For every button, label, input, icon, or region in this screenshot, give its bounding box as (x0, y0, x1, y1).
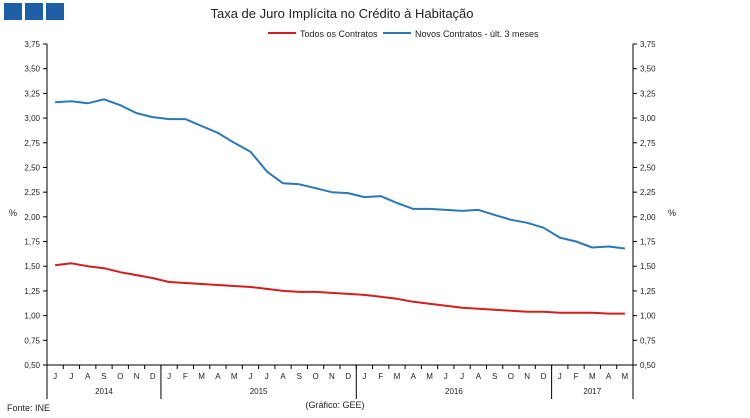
y-tick-label-right: 2,75 (640, 139, 656, 148)
y-tick-label-right: 2,50 (640, 163, 656, 172)
x-tick-label: N (524, 372, 530, 381)
x-tick-label: J (362, 372, 366, 381)
x-tick-label: M (589, 372, 596, 381)
y-tick-label-left: 0,50 (24, 361, 40, 370)
x-tick-label: D (541, 372, 547, 381)
year-label: 2016 (445, 387, 463, 396)
y-tick-label-right: 1,75 (640, 238, 656, 247)
y-tick-label-right: 3,50 (640, 65, 656, 74)
y-tick-label-right: 0,50 (640, 361, 656, 370)
x-tick-label: M (426, 372, 433, 381)
y-tick-label-right: 0,75 (640, 336, 656, 345)
x-tick-label: M (198, 372, 205, 381)
y-axis-label-left: % (9, 208, 17, 218)
y-tick-label-left: 2,50 (24, 163, 40, 172)
y-tick-label-left: 3,75 (24, 40, 40, 49)
y-tick-label-right: 2,25 (640, 188, 656, 197)
series-line-total (54, 262, 625, 315)
x-tick-label: J (53, 372, 57, 381)
y-tick-label-left: 1,50 (24, 262, 40, 271)
logo-block (46, 3, 64, 20)
year-label: 2014 (95, 387, 113, 396)
x-tick-label: D (150, 372, 156, 381)
y-tick-label-left: 1,75 (24, 238, 40, 247)
logo (4, 3, 64, 20)
y-tick-label-left: 3,50 (24, 65, 40, 74)
y-tick-label-right: 3,75 (640, 40, 656, 49)
x-tick-label: O (312, 372, 318, 381)
logo-block (25, 3, 43, 20)
legend-label-new: Novos Contratos - últ. 3 meses (415, 29, 539, 39)
y-tick-label-left: 3,00 (24, 114, 40, 123)
y-tick-label-right: 1,00 (640, 312, 656, 321)
x-tick-label: O (117, 372, 123, 381)
source-note: Fonte: INE (7, 403, 50, 413)
x-tick-label: J (558, 372, 562, 381)
x-tick-label: M (622, 372, 629, 381)
y-axis-label-right: % (668, 208, 676, 218)
x-tick-label: D (345, 372, 351, 381)
y-tick-label-left: 1,00 (24, 312, 40, 321)
x-tick-label: J (444, 372, 448, 381)
logo-block (4, 3, 22, 20)
x-tick-label: S (297, 372, 302, 381)
year-label: 2017 (583, 387, 601, 396)
x-tick-label: N (134, 372, 140, 381)
y-tick-label-left: 1,25 (24, 287, 40, 296)
y-tick-label-right: 3,25 (640, 89, 656, 98)
y-tick-label-right: 1,50 (640, 262, 656, 271)
x-tick-label: F (183, 372, 188, 381)
y-tick-label-right: 2,00 (640, 213, 656, 222)
x-tick-label: A (476, 372, 482, 381)
x-tick-label: J (69, 372, 73, 381)
x-tick-label: A (215, 372, 221, 381)
x-tick-label: M (231, 372, 238, 381)
x-tick-label: S (492, 372, 497, 381)
x-tick-label: A (280, 372, 286, 381)
series-line-new (55, 98, 626, 250)
x-tick-label: J (167, 372, 171, 381)
x-tick-label: F (574, 372, 579, 381)
x-tick-label: A (85, 372, 91, 381)
credit-note: (Gráfico: GEE) (305, 400, 364, 410)
x-tick-label: S (101, 372, 106, 381)
x-tick-label: J (460, 372, 464, 381)
x-tick-label: F (378, 372, 383, 381)
y-tick-label-left: 2,25 (24, 188, 40, 197)
year-label: 2015 (250, 387, 268, 396)
x-tick-label: J (265, 372, 269, 381)
x-tick-label: N (329, 372, 335, 381)
x-tick-label: A (411, 372, 417, 381)
y-tick-label-right: 1,25 (640, 287, 656, 296)
x-tick-label: A (606, 372, 612, 381)
legend-label-total: Todos os Contratos (300, 29, 378, 39)
y-tick-label-left: 3,25 (24, 89, 40, 98)
y-tick-label-left: 2,75 (24, 139, 40, 148)
y-tick-label-left: 0,75 (24, 336, 40, 345)
x-tick-label: J (248, 372, 252, 381)
x-tick-label: M (394, 372, 401, 381)
x-tick-label: O (508, 372, 514, 381)
chart-title: Taxa de Juro Implícita no Crédito à Habi… (210, 6, 473, 21)
y-tick-label-right: 3,00 (640, 114, 656, 123)
y-tick-label-left: 2,00 (24, 213, 40, 222)
